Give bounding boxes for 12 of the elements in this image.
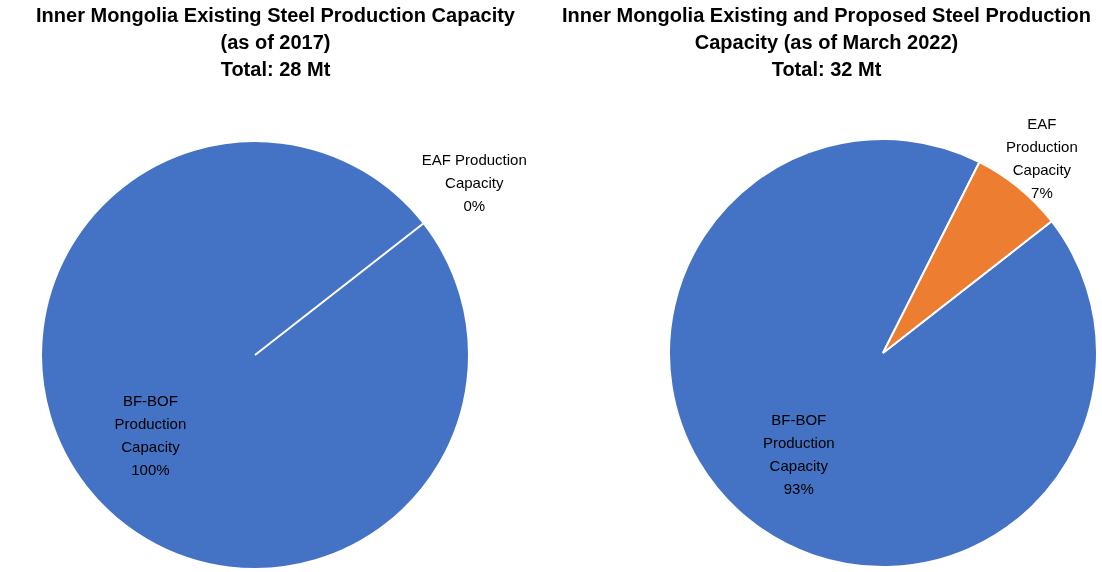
chart-title: Inner Mongolia Existing Steel Production Capacity (as of 2017) [35,3,516,55]
chart-subtitle: Total: 28 Mt [219,57,332,82]
chart-title: Inner Mongolia Existing and Proposed Steel Production Capacity (as of March 2022) [561,3,1092,55]
slice-label: EAF Production Capacity [1006,115,1078,179]
data-label: 100% [131,461,170,479]
data-label: 93% [783,480,814,498]
slice-label: BF-BOF Production Capacity [762,411,835,475]
category-label: EAF Production Capacity [421,150,527,191]
chart-subtitle: Total: 32 Mt [770,57,883,82]
slice-label: BF-BOF Production Capacity [114,392,187,456]
text: 0% [463,196,486,214]
data-label: 7% [1031,184,1053,202]
